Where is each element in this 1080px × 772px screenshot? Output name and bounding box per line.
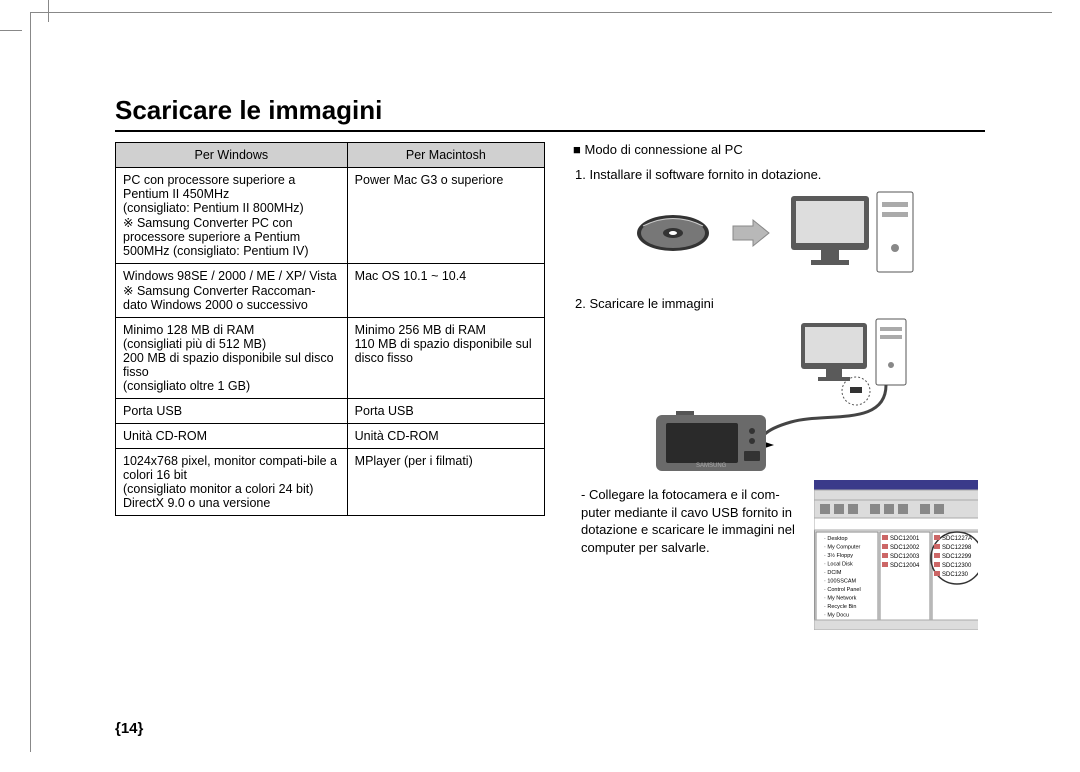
section-heading: ■ Modo di connessione al PC — [573, 142, 978, 157]
table-cell: MPlayer (per i filmati) — [347, 449, 544, 516]
table-cell: Minimo 256 MB di RAM 110 MB di spazio di… — [347, 318, 544, 399]
svg-text:· Recycle Bin: · Recycle Bin — [824, 604, 856, 610]
svg-text:· My Docu: · My Docu — [824, 613, 849, 619]
table-cell: Unità CD-ROM — [116, 424, 348, 449]
table-cell: Minimo 128 MB di RAM (consigliati più di… — [116, 318, 348, 399]
table-header-mac: Per Macintosh — [347, 143, 544, 168]
svg-text:· My Network: · My Network — [824, 596, 857, 602]
instructions-column: ■ Modo di connessione al PC 1. Installar… — [573, 142, 978, 630]
table-row: PC con processore superiore a Pentium II… — [116, 168, 545, 264]
requirements-column: Per Windows Per Macintosh PC con process… — [115, 142, 545, 630]
svg-text:· DCIM: · DCIM — [824, 570, 842, 576]
svg-text:SDC1230: SDC1230 — [942, 572, 969, 578]
crop-tick-horizontal — [0, 30, 22, 31]
table-cell: Porta USB — [116, 399, 348, 424]
table-cell: Windows 98SE / 2000 / ME / XP/ Vista ※ S… — [116, 264, 348, 318]
page-title: Scaricare le immagini — [115, 95, 985, 132]
crop-tick-vertical — [48, 0, 49, 22]
svg-text:· My Computer: · My Computer — [824, 545, 861, 551]
table-row: Windows 98SE / 2000 / ME / XP/ Vista ※ S… — [116, 264, 545, 318]
illustration-connect: SAMSUNG — [573, 317, 978, 472]
cd-icon — [633, 206, 713, 260]
page-number: {14} — [115, 720, 143, 737]
table-cell: Mac OS 10.1 ~ 10.4 — [347, 264, 544, 318]
table-cell: Unità CD-ROM — [347, 424, 544, 449]
svg-text:SDC12298: SDC12298 — [942, 545, 972, 551]
svg-text:SDC12004: SDC12004 — [890, 563, 920, 569]
computer-icon — [789, 188, 919, 278]
svg-text:SDC12300: SDC12300 — [942, 563, 972, 569]
svg-text:· 3½ Floppy: · 3½ Floppy — [824, 552, 853, 559]
table-header-windows: Per Windows — [116, 143, 348, 168]
svg-text:SDC12002: SDC12002 — [890, 545, 920, 551]
table-row: Unità CD-ROMUnità CD-ROM — [116, 424, 545, 449]
step-2-description: - Collegare la fotocamera e il com-puter… — [581, 486, 804, 556]
svg-text:· Control Panel: · Control Panel — [824, 587, 861, 593]
svg-text:SDC12003: SDC12003 — [890, 554, 920, 560]
table-cell: 1024x768 pixel, monitor compati-bile a c… — [116, 449, 348, 516]
section-heading-text: Modo di connessione al PC — [584, 142, 742, 157]
svg-text:SAMSUNG: SAMSUNG — [696, 463, 727, 469]
table-row: Porta USBPorta USB — [116, 399, 545, 424]
svg-text:· 100SSCAM: · 100SSCAM — [824, 579, 857, 585]
table-cell: Porta USB — [347, 399, 544, 424]
arrow-right-icon — [731, 218, 771, 248]
bullet-square-icon: ■ — [573, 142, 581, 157]
table-row: Minimo 128 MB di RAM (consigliati più di… — [116, 318, 545, 399]
step-2-label: 2. Scaricare le immagini — [575, 296, 978, 311]
page-content: Scaricare le immagini Per Windows Per Ma… — [115, 95, 995, 630]
svg-text:SDC1227A: SDC1227A — [942, 536, 972, 542]
svg-text:SDC12001: SDC12001 — [890, 536, 920, 542]
table-cell: Power Mac G3 o superiore — [347, 168, 544, 264]
illustration-install — [573, 188, 978, 278]
table-cell: PC con processore superiore a Pentium II… — [116, 168, 348, 264]
svg-text:SDC12299: SDC12299 — [942, 554, 972, 560]
file-browser-window: · Desktop · My Computer· 3½ Floppy · Local… — [814, 480, 978, 630]
svg-text:· Local Disk: · Local Disk — [824, 562, 853, 568]
requirements-table: Per Windows Per Macintosh PC con process… — [115, 142, 545, 516]
camera-to-pc-icon: SAMSUNG — [626, 317, 926, 472]
svg-text:· Desktop: · Desktop — [824, 536, 848, 542]
step-1-label: 1. Installare il software fornito in dot… — [575, 167, 978, 182]
table-row: 1024x768 pixel, monitor compati-bile a c… — [116, 449, 545, 516]
